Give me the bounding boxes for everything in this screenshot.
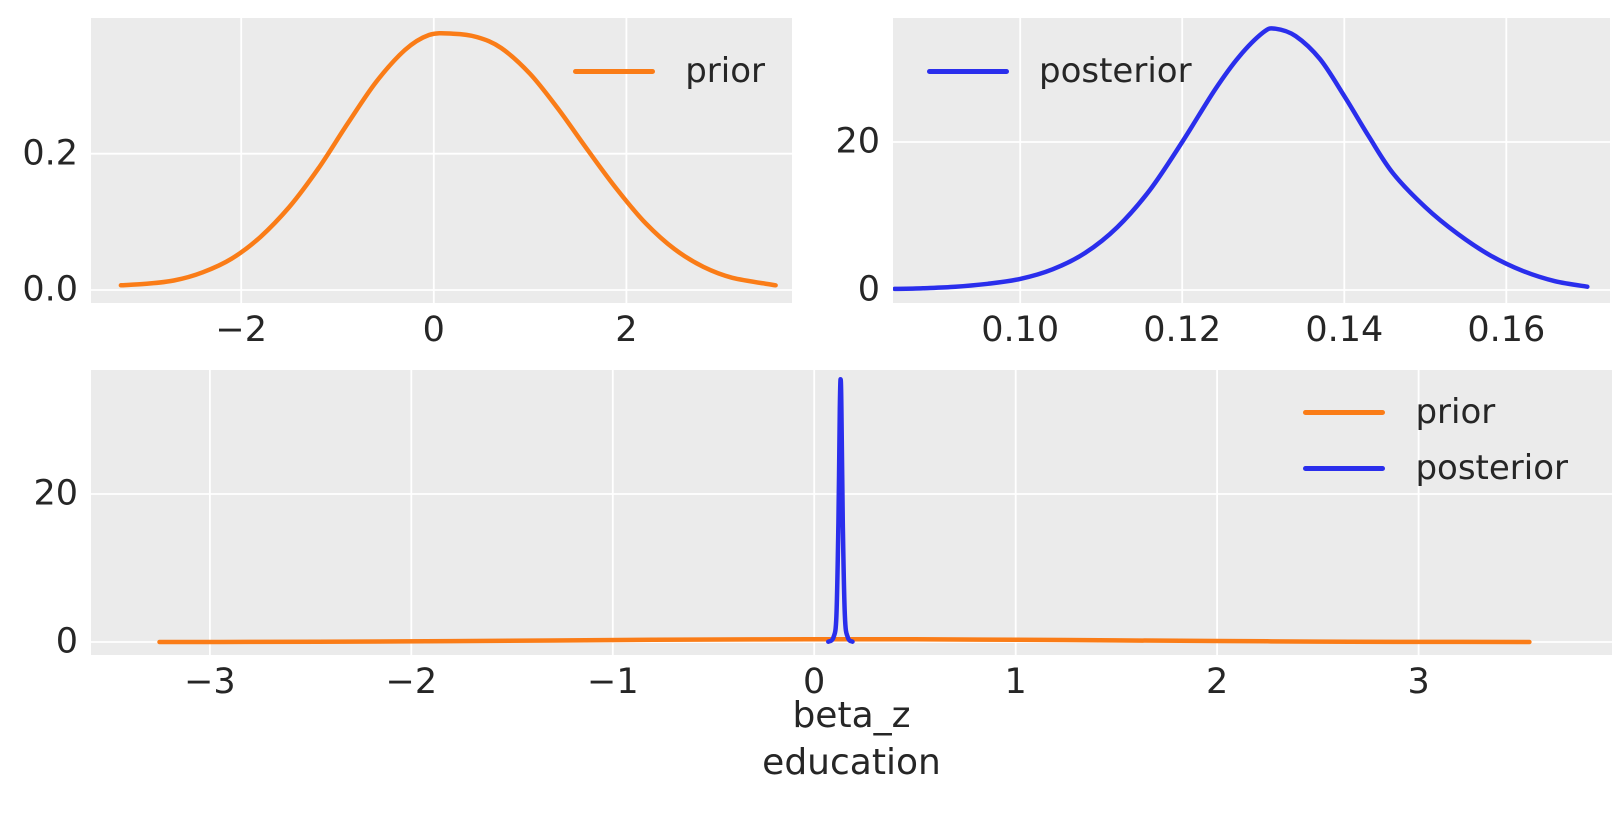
x-axis-label-line2: education bbox=[762, 741, 941, 783]
legend-label-prior: prior bbox=[685, 51, 765, 91]
x-tick-label: 2 bbox=[1205, 662, 1229, 702]
y-tick-label: 0 bbox=[857, 269, 880, 310]
prior-kde-panel: prior −2 0 2 0.0 0.2 bbox=[22, 18, 792, 348]
x-tick-label: 0.16 bbox=[1467, 310, 1546, 350]
legend-entry-posterior: posterior bbox=[927, 51, 1192, 91]
plot-canvas bbox=[91, 18, 792, 303]
plot-canvas bbox=[893, 18, 1610, 303]
legend-prior: prior bbox=[573, 51, 765, 91]
legend-posterior: posterior bbox=[927, 51, 1192, 91]
posterior-line-sample bbox=[927, 68, 1009, 74]
legend-entry-prior: prior bbox=[1303, 392, 1568, 432]
legend-entry-prior: prior bbox=[573, 51, 765, 91]
prior-line-sample bbox=[573, 68, 656, 74]
legend-label-prior: prior bbox=[1415, 392, 1496, 432]
x-axis-label: beta_z education bbox=[91, 693, 1612, 787]
prior-line-sample bbox=[1303, 409, 1386, 415]
legend-overlay: prior posterior bbox=[1303, 392, 1568, 488]
x-tick-label: 0.12 bbox=[1143, 310, 1222, 350]
x-tick-label: 3 bbox=[1407, 662, 1430, 702]
x-tick-label: 0.10 bbox=[981, 310, 1060, 350]
x-tick-label: 1 bbox=[1004, 662, 1027, 702]
plot-canvas bbox=[91, 370, 1612, 655]
y-tick-label: 20 bbox=[835, 121, 880, 162]
x-tick-label: −3 bbox=[184, 662, 236, 702]
prior-posterior-overlay-panel: prior posterior −3 −2 −1 0 1 2 3 0 20 bbox=[33, 370, 1612, 700]
x-tick-label: 0.14 bbox=[1305, 310, 1384, 350]
posterior-curve bbox=[826, 377, 855, 644]
x-tick-label: 2 bbox=[615, 310, 638, 350]
y-tick-label: 0 bbox=[55, 621, 78, 662]
posterior-kde-panel: posterior 0.10 0.12 0.14 0.16 0 20 bbox=[835, 18, 1610, 348]
x-tick-label: 0 bbox=[803, 662, 826, 702]
posterior-curve bbox=[893, 26, 1590, 292]
y-tick-label: 0.2 bbox=[22, 133, 78, 174]
x-tick-label: −1 bbox=[586, 662, 639, 702]
x-tick-label: −2 bbox=[215, 310, 267, 350]
y-tick-label: 0.0 bbox=[22, 269, 78, 310]
posterior-line-sample bbox=[1303, 465, 1386, 471]
prior-curve bbox=[118, 30, 778, 288]
legend-label-posterior: posterior bbox=[1415, 448, 1568, 489]
legend-label-posterior: posterior bbox=[1039, 51, 1192, 91]
y-tick-label: 20 bbox=[33, 473, 78, 514]
x-axis-label-line1: beta_z bbox=[792, 695, 911, 736]
legend-entry-posterior: posterior bbox=[1303, 448, 1568, 488]
x-tick-label: −2 bbox=[385, 662, 438, 702]
x-tick-label: 0 bbox=[422, 310, 445, 350]
